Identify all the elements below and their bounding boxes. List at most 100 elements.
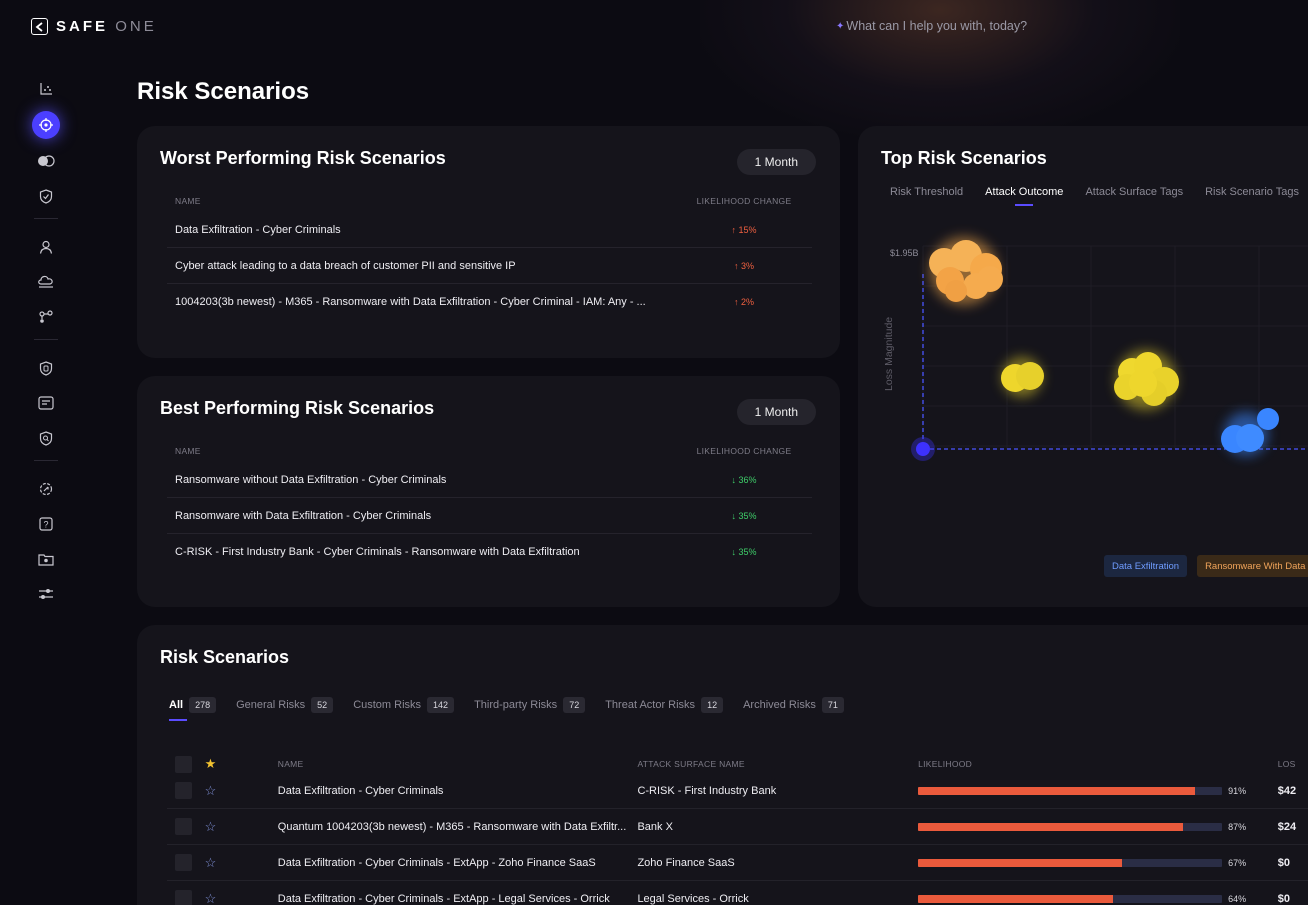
worst-period-select[interactable]: 1 Month	[736, 149, 816, 175]
shield-icon[interactable]	[30, 183, 62, 209]
table-row[interactable]: ☆ Data Exfiltration - Cyber Criminals - E…	[167, 881, 1308, 905]
col-likelihood[interactable]: LIKELIHOOD	[918, 759, 973, 769]
scenarios-title: Risk Scenarios	[160, 647, 290, 667]
table-row[interactable]: Cyber attack leading to a data breach of…	[167, 248, 812, 284]
chart-icon[interactable]	[30, 76, 62, 102]
tab-third-party-risks[interactable]: Third-party Risks 72	[474, 697, 586, 713]
star-icon[interactable]: ☆	[204, 890, 217, 905]
legend-item[interactable]: Data Exfiltration	[1104, 555, 1188, 577]
table-row[interactable]: ☆ Quantum 1004203(3b newest) - M365 - Ran…	[167, 809, 1308, 845]
row-checkbox[interactable]	[175, 854, 192, 871]
row-name: Ransomware without Data Exfiltration - C…	[175, 473, 447, 486]
gear-icon[interactable]	[30, 476, 62, 502]
loss-value: $42	[1277, 784, 1297, 797]
table-row[interactable]: C-RISK - First Industry Bank - Cyber Cri…	[167, 534, 812, 570]
likelihood-bar-fill	[918, 858, 1122, 867]
security-badge-icon[interactable]	[30, 355, 62, 381]
attack-surface-name: Bank X	[637, 820, 673, 833]
scenario-name: Data Exfiltration - Cyber Criminals	[277, 784, 444, 797]
toggle-icon[interactable]	[30, 148, 62, 174]
likelihood-bar	[918, 894, 1223, 903]
best-period-select[interactable]: 1 Month	[736, 399, 816, 425]
row-checkbox[interactable]	[175, 890, 192, 905]
risk-scenarios-icon[interactable]	[32, 111, 60, 139]
row-change: ↓ 35%	[731, 547, 757, 557]
star-header-icon[interactable]: ★	[204, 756, 217, 771]
likelihood-cell: 91%	[918, 786, 1278, 796]
legend-item[interactable]: Ransomware With Data	[1197, 555, 1308, 577]
star-icon[interactable]: ☆	[204, 818, 217, 834]
logo-icon	[31, 18, 48, 35]
tab-count: 12	[701, 697, 724, 713]
likelihood-percent: 91%	[1228, 785, 1247, 796]
table-row[interactable]: ☆ Data Exfiltration - Cyber Criminals C-RI…	[167, 773, 1308, 809]
sidebar-divider	[34, 460, 58, 461]
tab-all[interactable]: All 278	[169, 697, 217, 721]
best-card-title: Best Performing Risk Scenarios	[160, 398, 435, 418]
tab-risk-scenario-tags[interactable]: Risk Scenario Tags	[1205, 186, 1300, 198]
scenario-name: Data Exfiltration - Cyber Criminals - Ex…	[277, 856, 596, 869]
col-name: NAME	[175, 196, 201, 206]
row-checkbox[interactable]	[175, 818, 192, 835]
row-name: Cyber attack leading to a data breach of…	[175, 259, 516, 272]
star-icon[interactable]: ☆	[204, 854, 217, 870]
threshold-origin-point	[911, 437, 935, 461]
row-name: Ransomware with Data Exfiltration - Cybe…	[175, 509, 432, 522]
tab-count: 278	[189, 697, 217, 713]
col-attack-surface-name[interactable]: ATTACK SURFACE NAME	[637, 759, 745, 769]
sidebar-divider	[34, 339, 58, 340]
sliders-icon[interactable]	[30, 581, 62, 607]
likelihood-bar	[918, 786, 1223, 795]
col-loss[interactable]: LOS	[1277, 759, 1296, 769]
chart-legend: Data Exfiltration Ransomware With Data	[1104, 555, 1308, 577]
likelihood-bar	[918, 822, 1223, 831]
tab-archived-risks[interactable]: Archived Risks 71	[743, 697, 844, 713]
scenario-tabs: All 278 General Risks 52 Custom Risks 142 T…	[169, 697, 844, 721]
worst-table-header: NAME LIKELIHOOD CHANGE	[167, 196, 812, 212]
bubbles-blue	[1221, 408, 1279, 456]
tab-threat-actor-risks[interactable]: Threat Actor Risks 12	[605, 697, 724, 713]
table-row[interactable]: Ransomware without Data Exfiltration - C…	[167, 462, 812, 498]
row-change: ↑ 15%	[731, 224, 757, 235]
row-change: ↑ 2%	[733, 297, 754, 307]
tab-attack-surface-tags[interactable]: Attack Surface Tags	[1085, 186, 1184, 198]
help-icon[interactable]: ?	[30, 511, 62, 537]
connections-icon[interactable]	[30, 304, 62, 330]
tab-general-risks[interactable]: General Risks 52	[236, 697, 334, 713]
bubbles-yellow-2	[1114, 350, 1179, 410]
camera-folder-icon[interactable]	[30, 546, 62, 572]
col-likelihood-change: LIKELIHOOD CHANGE	[696, 446, 792, 456]
worst-performing-card: Worst Performing Risk Scenarios 1 Month …	[137, 126, 840, 358]
tab-custom-risks[interactable]: Custom Risks 142	[353, 697, 455, 713]
assistant-prompt[interactable]: ✦ What can I help you with, today?	[836, 19, 1027, 33]
select-all-checkbox[interactable]	[175, 755, 192, 773]
attack-surface-name: Legal Services - Orrick	[637, 892, 749, 905]
app-logo[interactable]: SAFE ONE	[31, 18, 157, 35]
table-row[interactable]: Data Exfiltration - Cyber Criminals ↑ 15%	[167, 212, 812, 248]
sparkle-icon: ✦	[836, 20, 845, 32]
scenario-name: Data Exfiltration - Cyber Criminals - Ex…	[277, 892, 610, 905]
table-row[interactable]: ☆ Data Exfiltration - Cyber Criminals - E…	[167, 845, 1308, 881]
y-tick-label: $1.95B	[890, 248, 919, 258]
loss-value: $24	[1277, 820, 1297, 833]
row-change: ↓ 35%	[731, 510, 757, 521]
col-name[interactable]: NAME	[277, 759, 304, 769]
star-icon[interactable]: ☆	[204, 782, 217, 798]
tab-label: Third-party Risks	[474, 699, 558, 711]
tab-count: 72	[563, 697, 586, 713]
table-row[interactable]: Ransomware with Data Exfiltration - Cybe…	[167, 498, 812, 534]
tab-count: 142	[427, 697, 455, 713]
attack-surface-name: Zoho Finance SaaS	[637, 856, 735, 869]
cloud-icon[interactable]	[30, 269, 62, 295]
row-change: ↓ 36%	[731, 474, 757, 485]
tab-risk-threshold[interactable]: Risk Threshold	[890, 186, 964, 198]
user-icon[interactable]	[30, 234, 62, 260]
best-table: NAME LIKELIHOOD CHANGE Ransomware withou…	[167, 446, 812, 570]
search-shield-icon[interactable]	[30, 425, 62, 451]
list-icon[interactable]	[30, 390, 62, 416]
top-tabs: Risk Threshold Attack Outcome Attack Sur…	[890, 186, 1300, 206]
row-checkbox[interactable]	[175, 782, 192, 799]
table-row[interactable]: 1004203(3b newest) - M365 - Ransomware w…	[167, 284, 812, 320]
tab-attack-outcome[interactable]: Attack Outcome	[985, 186, 1064, 206]
likelihood-cell: 67%	[918, 858, 1278, 868]
